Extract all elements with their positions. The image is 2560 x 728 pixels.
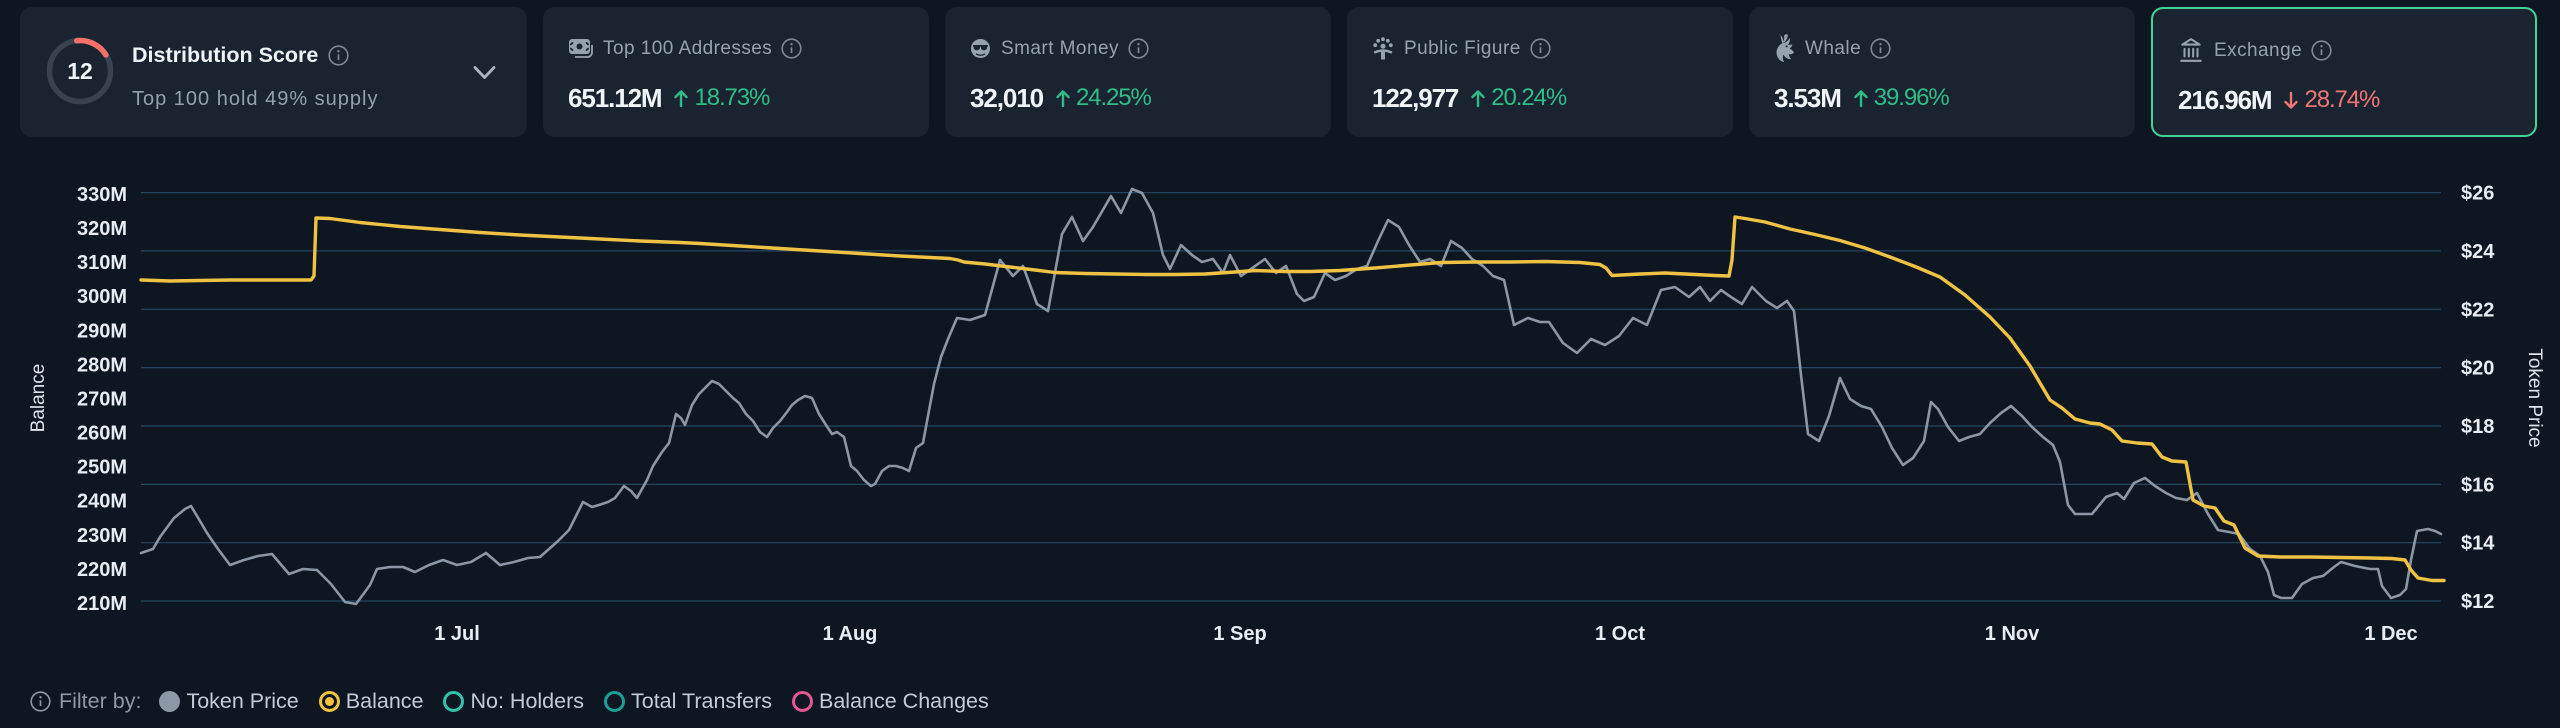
- svg-text:310M: 310M: [77, 252, 127, 274]
- svg-text:240M: 240M: [77, 491, 127, 513]
- svg-text:1 Nov: 1 Nov: [1985, 623, 2040, 645]
- svg-text:280M: 280M: [77, 354, 127, 376]
- svg-text:$12: $12: [2461, 591, 2494, 613]
- svg-text:300M: 300M: [77, 286, 127, 308]
- svg-text:250M: 250M: [77, 457, 127, 479]
- svg-text:$24: $24: [2461, 241, 2495, 263]
- svg-text:Balance: Balance: [28, 364, 49, 433]
- svg-text:1 Oct: 1 Oct: [1595, 623, 1645, 645]
- svg-text:$22: $22: [2461, 299, 2494, 321]
- svg-text:260M: 260M: [77, 423, 127, 445]
- svg-text:$26: $26: [2461, 183, 2494, 205]
- svg-text:270M: 270M: [77, 389, 127, 411]
- svg-text:230M: 230M: [77, 525, 127, 547]
- svg-text:$14: $14: [2461, 533, 2495, 555]
- svg-text:Token Price: Token Price: [2524, 348, 2545, 447]
- svg-text:$16: $16: [2461, 474, 2494, 496]
- svg-text:1 Dec: 1 Dec: [2364, 623, 2417, 645]
- svg-text:12: 12: [67, 58, 93, 84]
- svg-text:210M: 210M: [77, 593, 127, 615]
- svg-text:1 Aug: 1 Aug: [823, 623, 878, 645]
- svg-text:1 Jul: 1 Jul: [434, 623, 480, 645]
- svg-text:$20: $20: [2461, 358, 2494, 380]
- svg-text:330M: 330M: [77, 184, 127, 206]
- svg-text:320M: 320M: [77, 218, 127, 240]
- svg-text:1 Sep: 1 Sep: [1213, 623, 1266, 645]
- svg-text:$18: $18: [2461, 416, 2494, 438]
- svg-text:290M: 290M: [77, 320, 127, 342]
- svg-text:220M: 220M: [77, 559, 127, 581]
